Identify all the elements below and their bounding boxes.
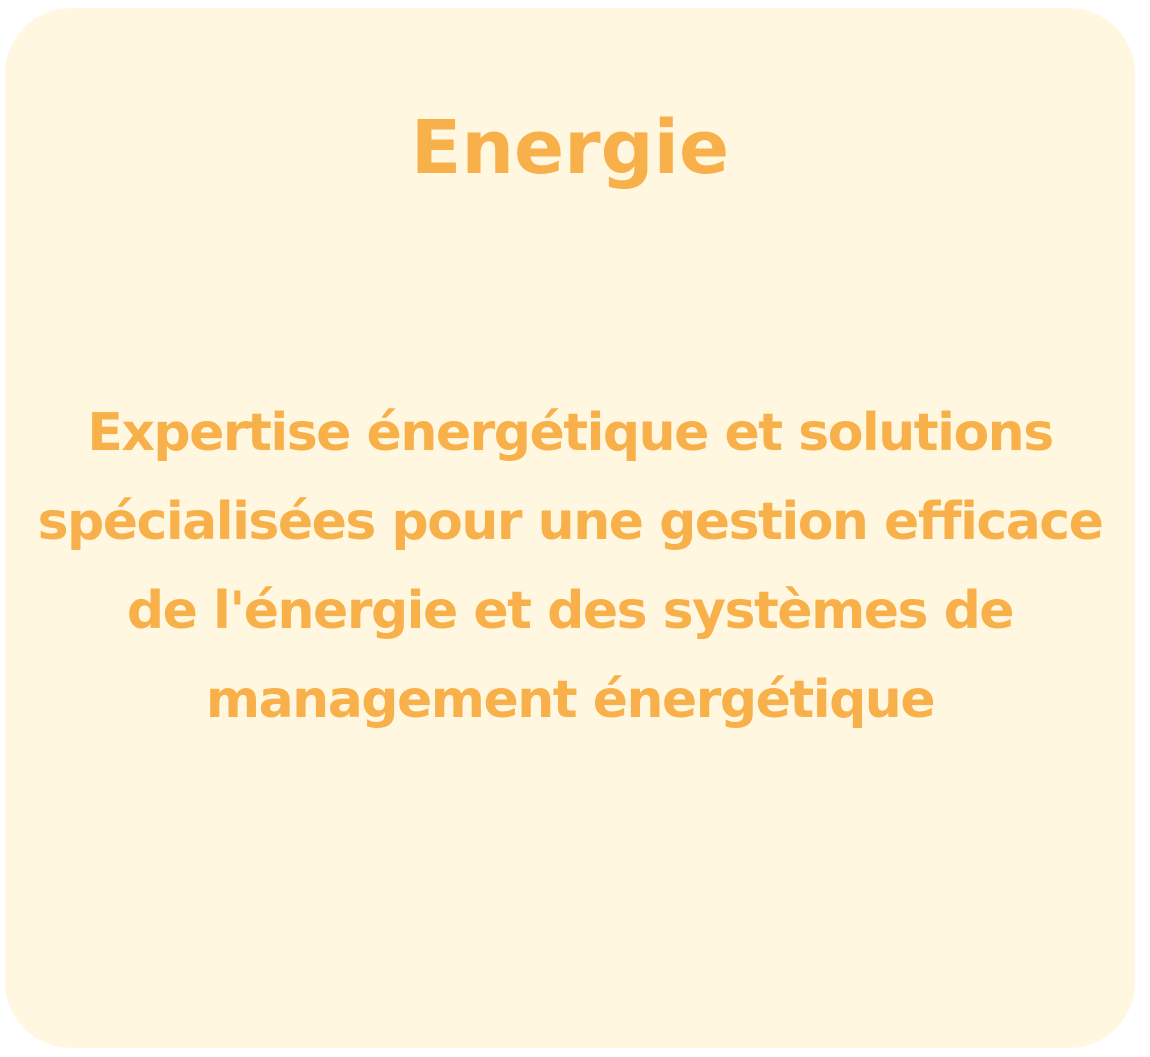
card-description: Expertise énergétique et solutions spéci… [37, 403, 1104, 730]
card-title: Energie [410, 105, 730, 191]
energie-card: Energie Expertise énergétique et solutio… [5, 8, 1135, 1048]
